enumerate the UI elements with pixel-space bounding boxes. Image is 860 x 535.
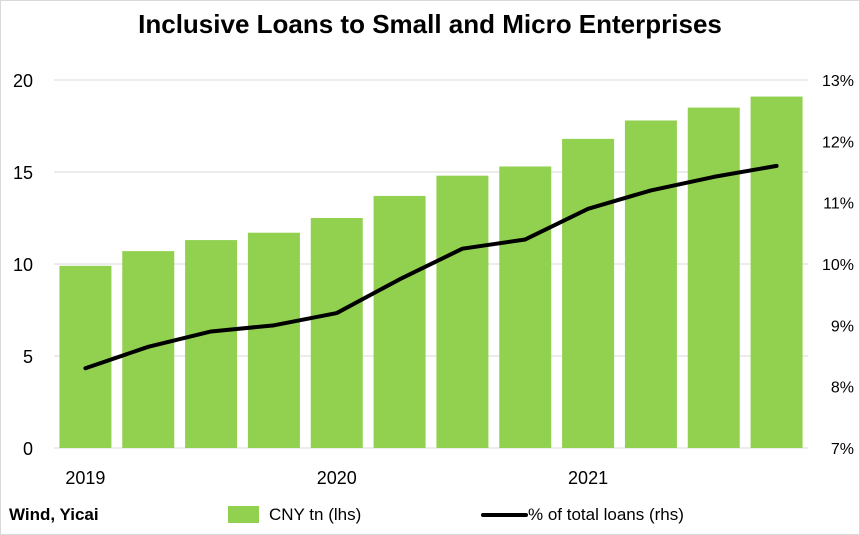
line-point xyxy=(336,312,338,314)
legend-swatch-bar xyxy=(228,506,259,523)
line-point xyxy=(273,324,275,326)
source-note: Wind, Yicai xyxy=(9,505,99,524)
y2-tick-label: 7% xyxy=(831,441,854,458)
line-point xyxy=(399,278,401,280)
bar xyxy=(185,240,238,448)
y-tick-label: 20 xyxy=(13,71,33,91)
line-point xyxy=(713,176,715,178)
line-point xyxy=(776,165,778,167)
line-point xyxy=(84,367,86,369)
bar xyxy=(59,265,112,448)
bar xyxy=(562,138,615,448)
line-point xyxy=(587,208,589,210)
bar xyxy=(373,195,426,448)
y-tick-label: 10 xyxy=(13,255,33,275)
bar xyxy=(624,120,677,448)
bar xyxy=(687,107,740,448)
x-tick-label: 2021 xyxy=(568,468,608,488)
right-axis: 7% 8% 9% 10% 11% 12% 13% xyxy=(822,73,854,458)
bar-series xyxy=(59,96,803,449)
y2-tick-label: 11% xyxy=(823,196,854,213)
legend: CNY tn (lhs) % of total loans (rhs) xyxy=(228,505,684,524)
x-axis: 2019 2020 2021 xyxy=(65,468,608,488)
bar xyxy=(436,175,489,448)
line-point xyxy=(461,248,463,250)
bar xyxy=(122,251,175,448)
legend-label-bar: CNY tn (lhs) xyxy=(269,505,361,524)
x-tick-label: 2020 xyxy=(317,468,357,488)
y-tick-label: 5 xyxy=(23,347,33,367)
y2-tick-label: 9% xyxy=(831,318,854,335)
line-point xyxy=(147,346,149,348)
chart-title: Inclusive Loans to Small and Micro Enter… xyxy=(138,9,722,39)
bar xyxy=(750,96,803,448)
y2-tick-label: 8% xyxy=(831,380,854,397)
line-path xyxy=(83,163,779,371)
y2-tick-label: 13% xyxy=(822,73,854,90)
line-point xyxy=(650,189,652,191)
x-tick-label: 2019 xyxy=(65,468,105,488)
line-series xyxy=(83,163,779,371)
y-tick-label: 0 xyxy=(23,439,33,459)
legend-label-line: % of total loans (rhs) xyxy=(528,505,684,524)
bar xyxy=(499,166,552,449)
y2-tick-label: 12% xyxy=(822,134,854,151)
line-point xyxy=(524,238,526,240)
left-axis: 0 5 10 15 20 xyxy=(13,71,33,459)
y2-tick-label: 10% xyxy=(822,257,854,274)
bar xyxy=(247,232,300,448)
line-point xyxy=(210,330,212,332)
bar xyxy=(310,218,363,448)
y-tick-label: 15 xyxy=(13,163,33,183)
